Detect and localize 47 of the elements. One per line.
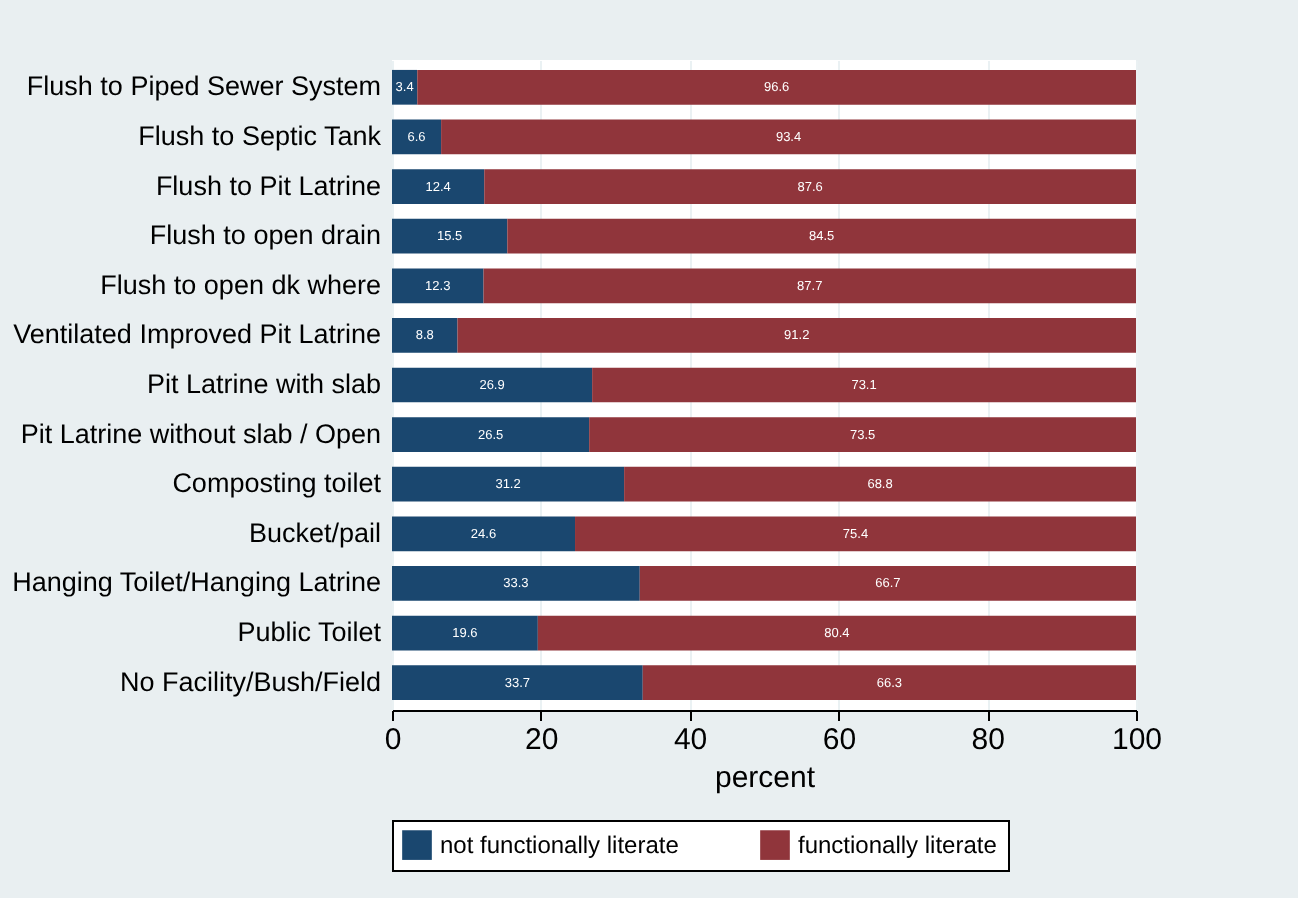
bar — [484, 169, 1136, 204]
bar — [417, 69, 1136, 105]
bar — [392, 615, 538, 651]
bar — [392, 665, 643, 701]
bar — [392, 268, 484, 304]
x-tick-label: 60 — [822, 723, 857, 757]
bar — [507, 218, 1136, 254]
y-tick-label: Bucket/pail — [248, 517, 381, 548]
x-tick-label: 80 — [971, 723, 1005, 757]
bar — [639, 566, 1136, 601]
x-tick-label: 20 — [525, 723, 559, 757]
y-tick-label: No Facility/Bush/Field — [119, 666, 381, 697]
bar — [575, 516, 1136, 552]
y-tick-label: Pit Latrine without slab / Open — [20, 418, 381, 449]
x-axis-title: percent — [714, 761, 817, 795]
bar — [392, 466, 625, 502]
bar — [441, 119, 1136, 155]
x-tick-label: 40 — [673, 723, 708, 757]
y-tick-label: Pit Latrine with slab — [146, 369, 381, 399]
y-tick-label: Public Toilet — [237, 617, 382, 648]
y-tick-label: Composting toilet — [172, 468, 382, 499]
bar — [589, 417, 1136, 452]
bar — [392, 566, 640, 601]
y-tick-label: Flush to Pit Latrine — [155, 170, 381, 201]
bar — [392, 169, 485, 204]
bar — [392, 218, 508, 254]
bar — [392, 119, 442, 155]
bar — [483, 268, 1136, 304]
y-tick-label: Hanging Toilet/Hanging Latrine — [12, 567, 381, 598]
bar — [392, 318, 458, 353]
legend-label: functionally literate — [798, 831, 998, 860]
bar — [457, 318, 1136, 353]
y-tick-label: Flush to Piped Sewer System — [26, 71, 381, 102]
bar — [592, 367, 1136, 403]
y-tick-label: Flush to open dk where — [100, 269, 381, 300]
x-tick-label: 0 — [384, 723, 402, 757]
bar — [642, 665, 1136, 701]
y-tick-label: Flush to open drain — [149, 220, 381, 251]
bar — [392, 516, 576, 552]
bar — [537, 615, 1136, 651]
legend-label: not functionally literate — [440, 831, 680, 860]
bar — [624, 466, 1136, 502]
bar — [392, 367, 593, 403]
x-tick-label: 100 — [1111, 723, 1163, 757]
y-tick-label: Ventilated Improved Pit Latrine — [13, 319, 381, 350]
y-tick-label: Flush to Septic Tank — [138, 120, 382, 151]
bar — [392, 417, 590, 452]
